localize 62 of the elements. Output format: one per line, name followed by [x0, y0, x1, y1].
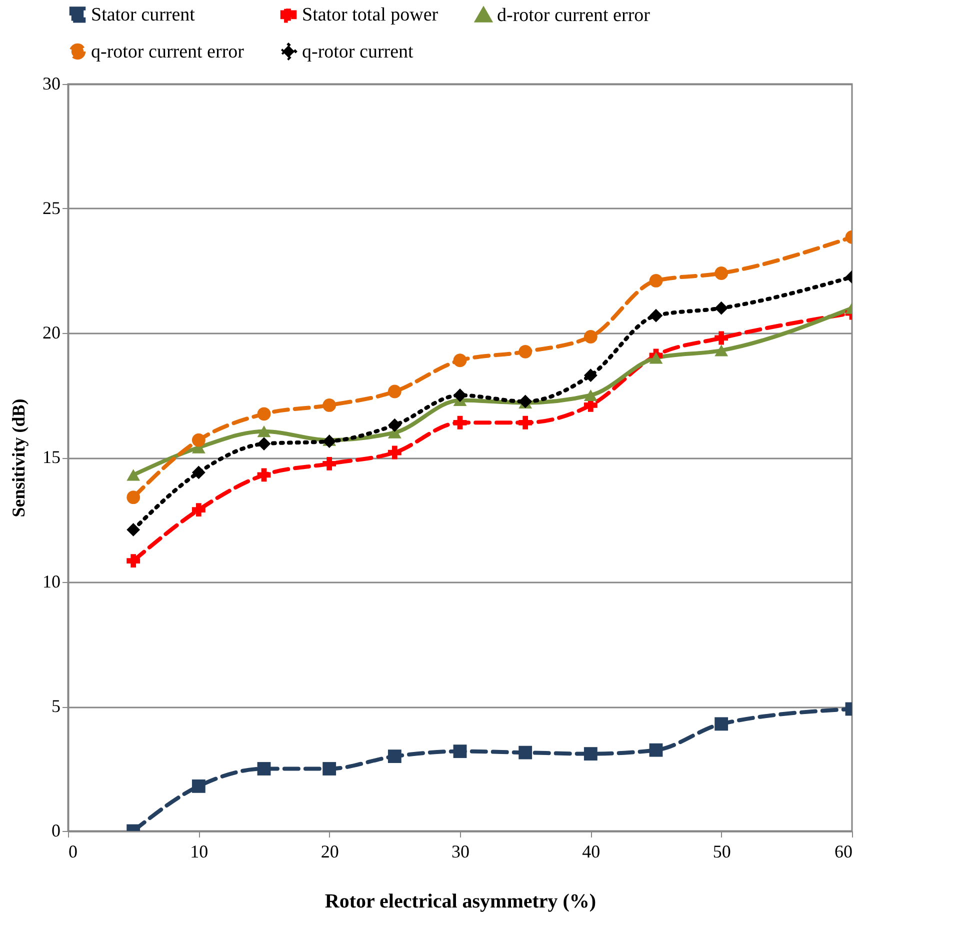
point	[257, 762, 271, 776]
x-tick-label: 10	[190, 842, 208, 862]
point	[322, 762, 336, 776]
y-tick-label: 30	[42, 74, 60, 94]
y-tick-label: 5	[52, 696, 60, 716]
point	[192, 503, 206, 516]
point	[192, 779, 206, 793]
point	[649, 308, 663, 322]
legend-label: Stator current	[91, 4, 196, 26]
legend-label: q-rotor current error	[91, 42, 245, 62]
point	[453, 744, 467, 758]
point	[714, 717, 728, 731]
point	[584, 389, 598, 402]
point	[388, 446, 402, 460]
point	[126, 554, 140, 568]
x-tick-label: 30	[452, 842, 470, 862]
y-tick-label: 0	[52, 820, 60, 840]
x-tick-label: 20	[320, 842, 339, 862]
point	[322, 434, 336, 448]
point	[322, 398, 336, 412]
point	[714, 266, 728, 280]
point	[714, 301, 728, 315]
point	[649, 352, 663, 364]
point	[518, 416, 532, 430]
point	[126, 490, 140, 504]
legend-label: d-rotor current error	[497, 5, 651, 26]
legend-label: Stator total power	[302, 4, 439, 26]
point	[388, 418, 402, 432]
point	[649, 274, 663, 288]
point	[714, 331, 728, 345]
x-tick-label: 50	[712, 842, 731, 862]
point	[518, 746, 532, 760]
point	[257, 407, 271, 421]
point	[584, 330, 598, 344]
x-tick-label: 40	[582, 842, 600, 862]
point	[126, 523, 140, 536]
point	[388, 750, 402, 764]
point	[584, 747, 598, 761]
y-tick-label: 20	[42, 322, 60, 342]
legend-label: q-rotor current	[302, 42, 414, 62]
point	[584, 368, 598, 382]
point	[192, 466, 206, 480]
point	[388, 384, 402, 398]
x-axis-title: Rotor electrical asymmetry (%)	[324, 890, 596, 912]
point	[257, 426, 271, 438]
point	[257, 437, 271, 451]
point	[714, 344, 728, 356]
point	[322, 457, 336, 470]
x-tick-label: 60	[834, 842, 852, 862]
point	[649, 743, 663, 757]
point	[126, 469, 140, 481]
y-tick-label: 15	[42, 447, 60, 467]
point	[257, 468, 271, 482]
y-tick-label: 10	[42, 572, 60, 592]
point	[453, 354, 467, 368]
x-tick-label: 0	[68, 842, 78, 862]
point	[192, 433, 206, 447]
point	[453, 388, 467, 402]
point	[453, 416, 467, 430]
point	[518, 344, 532, 358]
y-tick-label: 25	[42, 198, 60, 218]
y-axis-title: Sensitivity (dB)	[8, 398, 28, 518]
